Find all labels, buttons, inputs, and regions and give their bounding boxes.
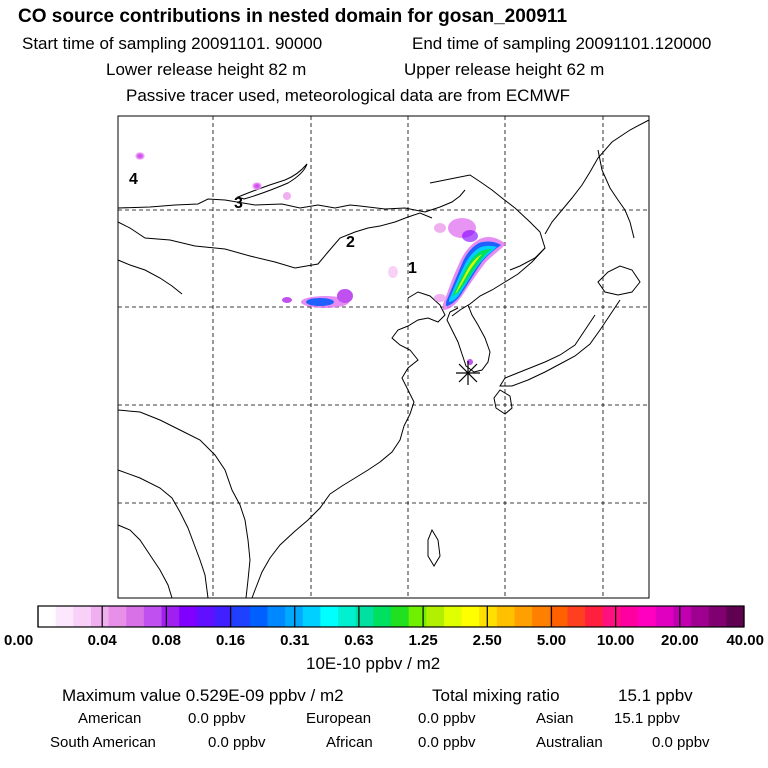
map-title: CO source contributions in nested domain…	[18, 6, 568, 27]
graticule	[118, 116, 649, 598]
region-value-south-american: 0.0 ppbv	[208, 734, 266, 751]
region-name-american: American	[78, 710, 142, 727]
region-label-1: 1	[408, 260, 417, 277]
region-name-south-american: South American	[50, 734, 156, 751]
total-mixing-ratio-label: Total mixing ratio	[432, 686, 560, 705]
region-label-4: 4	[129, 171, 138, 188]
region-name-asian: Asian	[536, 710, 574, 727]
region-name-australian: Australian	[536, 734, 603, 751]
coastlines-and-borders	[117, 119, 650, 599]
asterisk-icon	[456, 361, 480, 385]
region-name-european: European	[306, 710, 372, 727]
region-label-3: 3	[234, 195, 243, 212]
region-value-american: 0.0 ppbv	[188, 710, 246, 727]
region-value-european: 0.0 ppbv	[418, 710, 476, 727]
tracer-plume	[135, 152, 506, 365]
upper-release-height: Upper release height 62 m	[404, 60, 605, 79]
colorbar-unit-label: 10E-10 ppbv / m2	[306, 654, 441, 673]
region-value-asian: 15.1 ppbv	[614, 710, 680, 727]
end-time: End time of sampling 20091101.120000	[412, 34, 712, 53]
map-frame	[117, 115, 650, 599]
total-mixing-ratio-value: 15.1 ppbv	[618, 686, 693, 705]
region-value-australian: 0.0 ppbv	[652, 734, 710, 751]
lower-release-height: Lower release height 82 m	[106, 60, 307, 79]
maximum-value: Maximum value 0.529E-09 ppbv / m2	[62, 686, 344, 705]
region-name-african: African	[326, 734, 373, 751]
start-time: Start time of sampling 20091101. 90000	[22, 34, 323, 53]
region-label-2: 2	[346, 234, 355, 251]
tracer-note: Passive tracer used, meteorological data…	[126, 86, 571, 105]
region-value-african: 0.0 ppbv	[418, 734, 476, 751]
